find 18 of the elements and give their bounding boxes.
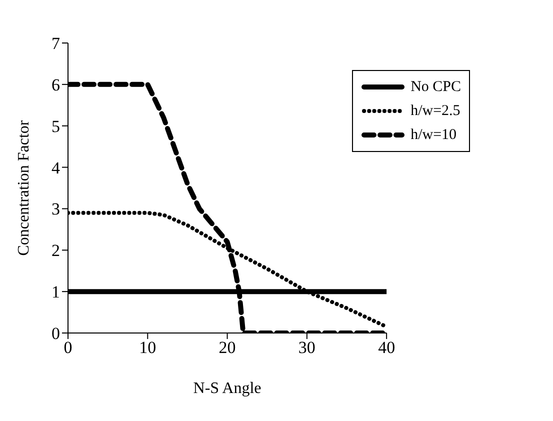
y-tick-label: 4 — [52, 158, 60, 178]
x-tick-label: 20 — [218, 338, 236, 358]
legend-label: h/w=10 — [410, 126, 457, 144]
x-tick-label: 10 — [139, 338, 156, 358]
legend-label: No CPC — [410, 78, 461, 96]
x-tick-label: 30 — [298, 338, 316, 358]
x-axis-title: N-S Angle — [193, 380, 262, 397]
y-axis-title: Concentration Factor — [16, 120, 33, 256]
y-tick-label: 5 — [52, 116, 60, 136]
y-tick-label: 1 — [52, 282, 60, 302]
x-tick-label: 0 — [64, 338, 72, 358]
y-tick-label: 6 — [52, 75, 60, 94]
y-tick-label: 2 — [52, 241, 60, 260]
y-tick-label: 0 — [52, 324, 60, 344]
legend-label: h/w=2.5 — [410, 102, 460, 120]
y-tick-label: 3 — [52, 200, 60, 219]
x-tick-label: 40 — [378, 338, 396, 358]
y-tick-label: 7 — [52, 34, 60, 54]
